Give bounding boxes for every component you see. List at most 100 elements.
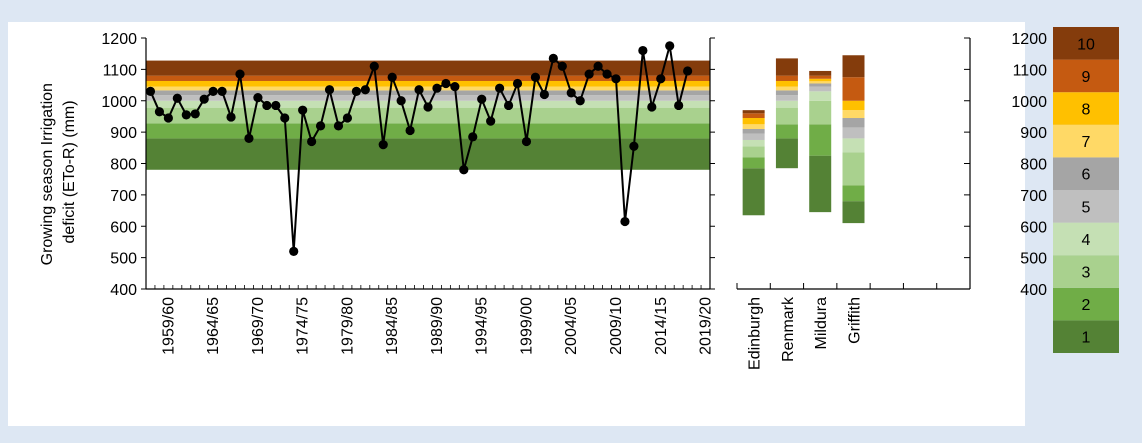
legend-scale-label: 1200 xyxy=(1011,31,1047,48)
legend-decile-label-9: 9 xyxy=(1082,69,1091,86)
data-point-1980/81 xyxy=(351,86,361,96)
data-point-1981/82 xyxy=(360,85,370,95)
station-griffith-decile-4 xyxy=(842,138,865,153)
legend-decile-label-10: 10 xyxy=(1077,36,1095,53)
station-renmark-decile-1 xyxy=(775,138,798,169)
data-point-1965/66 xyxy=(217,86,227,96)
data-point-1990/91 xyxy=(441,78,451,89)
time-series-panel: 400 500 600 700 800 900 1000 1100 1200 1959/60 196… xyxy=(101,31,715,355)
data-point-2006/07 xyxy=(584,69,594,79)
main-x-tick-label: 2014/15 xyxy=(653,297,670,355)
main-x-tick-label: 2009/10 xyxy=(608,297,625,355)
data-point-1975/76 xyxy=(307,136,317,147)
data-point-1957/58 xyxy=(145,86,156,96)
legend-swatch-decile-3 xyxy=(1053,255,1119,288)
station-mildura-decile-5 xyxy=(809,86,832,92)
data-point-1977/78 xyxy=(324,85,335,95)
main-x-tick-label: 1994/95 xyxy=(474,297,491,355)
decile-band-1 xyxy=(146,138,710,170)
station-mildura-decile-1 xyxy=(809,155,832,213)
data-point-1971/72 xyxy=(271,100,281,111)
station-label-griffith: Griffith xyxy=(847,297,864,344)
station-mildura-decile-8 xyxy=(809,78,832,82)
station-mildura-decile-6 xyxy=(809,83,832,87)
station-griffith-decile-10 xyxy=(842,55,865,78)
data-point-2008/09 xyxy=(602,69,612,79)
legend-swatch-decile-5 xyxy=(1053,190,1119,223)
legend-scale-label: 500 xyxy=(1020,251,1047,268)
legend-swatch-decile-7 xyxy=(1053,124,1119,158)
legend-swatch-decile-9 xyxy=(1053,59,1119,93)
legend-decile-label-4: 4 xyxy=(1082,232,1091,249)
data-point-2017/18 xyxy=(683,66,693,76)
main-y-tick-label: 500 xyxy=(110,251,137,268)
main-y-tick-label: 1100 xyxy=(103,62,138,79)
data-point-1966/67 xyxy=(226,112,236,122)
decile-band-7 xyxy=(146,86,710,91)
data-point-2013/14 xyxy=(647,102,657,112)
main-y-tick-label: 400 xyxy=(110,282,137,299)
data-point-2004/05 xyxy=(566,88,576,98)
data-point-1999/00 xyxy=(521,136,532,147)
legend-scale-label: 700 xyxy=(1020,188,1047,205)
data-point-1964/65 xyxy=(208,86,218,96)
data-point-1985/86 xyxy=(396,96,406,106)
station-griffith-decile-2 xyxy=(842,185,865,202)
main-y-tick-label: 700 xyxy=(110,188,137,205)
station-edinburgh-decile-3 xyxy=(742,146,765,158)
data-point-1959/60 xyxy=(163,113,173,123)
station-mildura-decile-9 xyxy=(809,75,832,79)
decile-band-8 xyxy=(146,80,710,87)
station-mildura-decile-7 xyxy=(809,81,832,84)
decile-band-9 xyxy=(146,75,710,81)
main-x-tick-label: 1969/70 xyxy=(250,297,267,355)
data-point-1993/94 xyxy=(468,132,478,142)
station-renmark-decile-8 xyxy=(775,80,798,87)
data-point-1992/93 xyxy=(459,165,469,175)
data-point-1960/61 xyxy=(172,93,182,103)
legend-decile-label-3: 3 xyxy=(1082,265,1091,282)
legend-scale-label: 600 xyxy=(1020,219,1047,236)
data-point-1994/95 xyxy=(477,94,487,104)
main-y-tick-label: 900 xyxy=(110,125,137,142)
legend-scale-label: 900 xyxy=(1020,125,1047,142)
legend-decile-label-1: 1 xyxy=(1082,330,1091,347)
station-griffith-decile-7 xyxy=(842,110,865,119)
legend-swatch-decile-2 xyxy=(1053,287,1119,321)
data-point-2010/11 xyxy=(620,216,630,227)
main-y-tick-label: 600 xyxy=(110,219,137,236)
data-point-2014/15 xyxy=(656,74,666,84)
main-x-tick-label: 2004/05 xyxy=(563,297,580,355)
station-renmark-decile-4 xyxy=(775,100,798,108)
legend-decile-label-7: 7 xyxy=(1082,134,1091,151)
data-point-2016/17 xyxy=(674,100,684,111)
data-point-1962/63 xyxy=(190,109,200,119)
station-edinburgh-decile-2 xyxy=(742,157,765,169)
main-y-tick-label: 1000 xyxy=(101,94,137,111)
legend-scale-label: 800 xyxy=(1020,157,1047,174)
data-point-1979/80 xyxy=(342,113,353,123)
legend-swatch-decile-8 xyxy=(1053,92,1119,125)
station-griffith-decile-6 xyxy=(842,118,865,128)
station-renmark-decile-9 xyxy=(775,75,798,81)
main-x-tick-label: 1984/85 xyxy=(384,297,401,355)
data-point-1970/71 xyxy=(262,100,272,111)
data-point-1991/92 xyxy=(450,82,460,92)
data-point-2012/13 xyxy=(638,45,648,56)
legend-scale-label: 400 xyxy=(1020,282,1047,299)
station-renmark-decile-3 xyxy=(775,107,798,125)
y-axis-title-text-line2: deficit (ETo-R) (mm) xyxy=(61,100,78,243)
decile-band-5 xyxy=(146,95,710,101)
station-edinburgh-decile-8 xyxy=(742,118,765,125)
data-point-1996/97 xyxy=(495,83,505,93)
data-point-2005/06 xyxy=(575,96,585,106)
station-renmark-decile-10 xyxy=(775,58,798,76)
station-griffith-decile-3 xyxy=(842,152,865,186)
station-griffith-decile-8 xyxy=(842,100,865,111)
station-griffith-decile-1 xyxy=(842,201,865,224)
data-point-1982/83 xyxy=(369,61,379,71)
data-point-1984/85 xyxy=(387,72,397,82)
data-point-2000/01 xyxy=(530,72,541,82)
data-point-1967/68 xyxy=(235,69,245,79)
